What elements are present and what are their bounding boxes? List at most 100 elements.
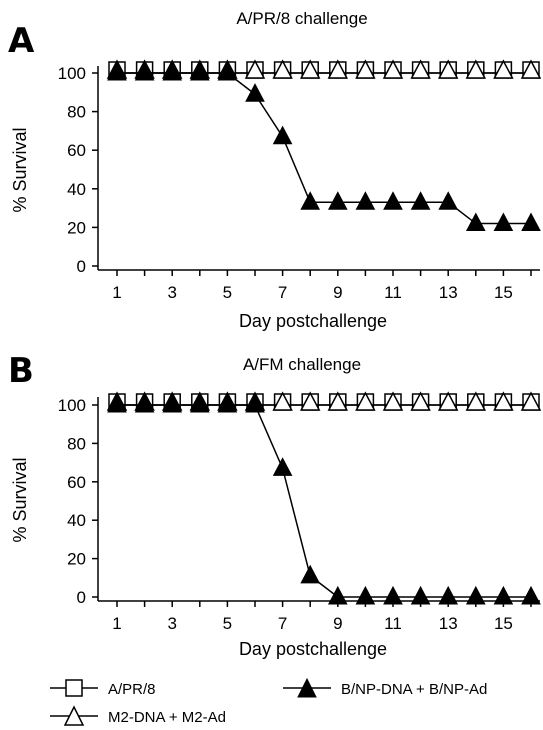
data-point-b-np-dna-b-np-ad [438,585,459,605]
data-point-b-np-dna-b-np-ad [327,191,348,210]
data-point-b-np-dna-b-np-ad [217,393,238,413]
x-ticks-a: 1 3 5 7 9 11 13 15 [112,270,532,302]
data-point-b-np-dna-b-np-ad [465,212,486,232]
chart-title-b: A/FM challenge [243,355,361,374]
data-point-b-np-dna-b-np-ad [217,61,238,81]
data-point-b-np-dna-b-np-ad [162,393,183,413]
data-point-b-np-dna-b-np-ad [327,585,348,605]
legend-label-a-pr8: A/PR/8 [108,681,156,698]
y-ticks-a: 0 20 40 60 80 100 [58,64,98,276]
data-point-b-np-dna-b-np-ad [272,457,293,476]
data-point-m2-dna-m2-ad [520,59,542,79]
panel-letter-b: B [8,351,34,391]
legend-label-m2: M2-DNA + M2-Ad [108,709,226,726]
y-tick-label: 60 [67,141,86,160]
data-point-m2-dna-m2-ad [465,391,487,411]
data-point-m2-dna-m2-ad [272,391,293,411]
panel-letter-a: A [8,21,35,61]
legend-item-b-np: B/NP-DNA + B/NP-Ad [283,677,487,698]
axes-a [97,66,540,271]
x-tick-label: 3 [167,283,176,302]
data-point-b-np-dna-b-np-ad [493,212,514,232]
y-tick-label: 40 [67,180,86,199]
data-point-b-np-dna-b-np-ad [355,191,376,210]
x-tick-label: 3 [167,614,176,633]
data-point-b-np-dna-b-np-ad [300,191,321,210]
data-point-m2-dna-m2-ad [382,59,404,79]
panel-b: B A/FM challenge % Survival Day postchal… [8,351,542,659]
data-point-b-np-dna-b-np-ad [107,393,127,413]
x-axis-title-a: Day postchallenge [239,311,387,331]
data-point-m2-dna-m2-ad [355,391,376,411]
panel-a: A A/PR/8 challenge % Survival Day postch… [8,9,542,331]
x-tick-label: 7 [278,283,287,302]
x-tick-label: 7 [278,614,287,633]
data-point-m2-dna-m2-ad [437,59,459,79]
legend-item-m2: M2-DNA + M2-Ad [50,705,226,726]
x-tick-label: 13 [439,614,458,633]
open-triangle-marker-icon [63,705,85,726]
data-point-m2-dna-m2-ad [493,391,514,411]
x-axis-title-b: Day postchallenge [239,639,387,659]
x-tick-label: 15 [494,283,513,302]
data-point-m2-dna-m2-ad [520,391,542,411]
x-tick-label: 9 [333,614,342,633]
data-point-b-np-dna-b-np-ad [134,393,155,413]
x-ticks-b: 1 3 5 7 9 11 13 15 [112,601,532,633]
series-layer-a [106,59,542,232]
series-layer-b [106,391,542,605]
data-point-b-np-dna-b-np-ad [410,585,431,605]
data-point-m2-dna-m2-ad [437,391,459,411]
y-tick-label: 20 [67,218,86,237]
data-point-b-np-dna-b-np-ad [189,393,210,413]
data-point-m2-dna-m2-ad [355,59,376,79]
data-point-b-np-dna-b-np-ad [107,61,127,81]
data-point-b-np-dna-b-np-ad [465,585,486,605]
chart-title-a: A/PR/8 challenge [236,9,367,28]
x-tick-label: 15 [494,614,513,633]
data-point-b-np-dna-b-np-ad [245,83,265,102]
data-point-b-np-dna-b-np-ad [134,61,155,81]
data-point-b-np-dna-b-np-ad [438,191,459,210]
data-point-m2-dna-m2-ad [382,391,404,411]
y-axis-title-b: % Survival [10,457,30,542]
data-point-m2-dna-m2-ad [410,391,431,411]
data-point-m2-dna-m2-ad [465,59,487,79]
series-line-b-np-dna-b-np-ad [117,404,531,598]
data-point-m2-dna-m2-ad [327,391,349,411]
data-point-b-np-dna-b-np-ad [410,191,431,210]
open-square-marker-icon [65,679,83,697]
x-tick-label: 9 [333,283,342,302]
data-point-b-np-dna-b-np-ad [383,191,403,210]
data-point-b-np-dna-b-np-ad [245,393,265,413]
x-tick-label: 1 [112,614,121,633]
y-tick-label: 60 [67,473,86,492]
axes-b [97,397,540,602]
y-ticks-b: 0 20 40 60 80 100 [58,396,98,607]
y-tick-label: 100 [58,64,86,83]
y-tick-label: 0 [77,257,86,276]
data-point-b-np-dna-b-np-ad [521,585,541,605]
y-tick-label: 40 [67,511,86,530]
data-point-m2-dna-m2-ad [410,59,431,79]
x-tick-label: 5 [223,614,232,633]
y-tick-label: 100 [58,396,86,415]
x-tick-label: 5 [223,283,232,302]
x-tick-label: 11 [384,614,402,633]
legend-label-b-np: B/NP-DNA + B/NP-Ad [341,681,487,698]
data-point-b-np-dna-b-np-ad [383,585,403,605]
y-axis-title-a: % Survival [10,127,30,212]
data-point-b-np-dna-b-np-ad [272,125,293,145]
data-point-m2-dna-m2-ad [272,59,293,79]
x-tick-label: 1 [112,283,121,302]
y-tick-label: 20 [67,550,86,569]
data-point-b-np-dna-b-np-ad [300,564,321,584]
legend-item-a-pr8: A/PR/8 [50,679,156,698]
data-point-m2-dna-m2-ad [244,59,266,79]
x-tick-label: 13 [439,283,458,302]
data-point-m2-dna-m2-ad [299,391,321,411]
data-point-b-np-dna-b-np-ad [493,585,514,605]
data-point-m2-dna-m2-ad [299,59,321,79]
data-point-m2-dna-m2-ad [493,59,514,79]
